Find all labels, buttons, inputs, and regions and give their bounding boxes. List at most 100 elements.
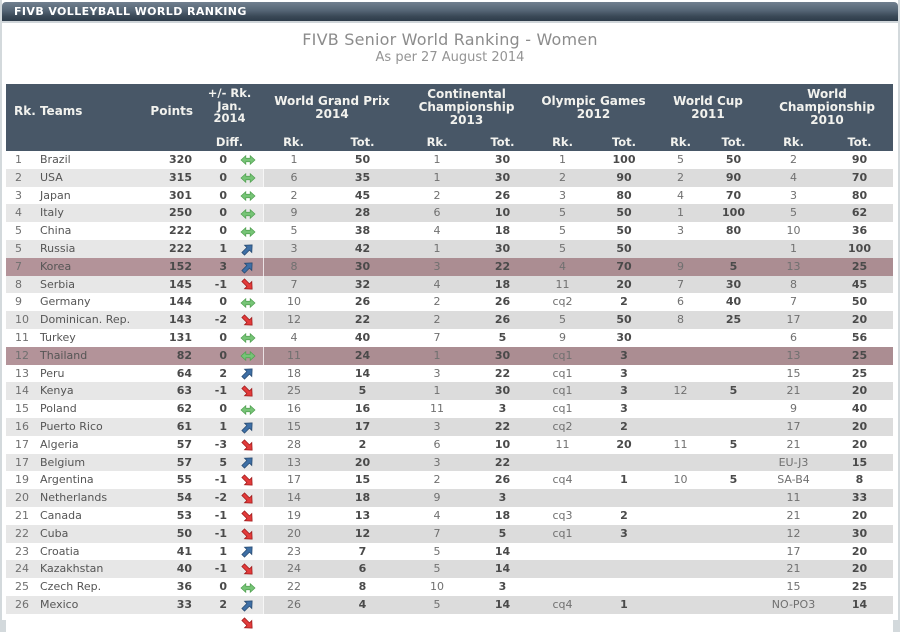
col-header-world-grand-prix: World Grand Prix 2014 <box>274 94 390 121</box>
cell-cc_rk: 7 <box>401 524 473 543</box>
cell-og_tot: 50 <box>593 222 655 240</box>
cell-rank: 23 <box>6 542 34 561</box>
cell-diff: -1 <box>196 382 232 401</box>
cell-wc_rk <box>655 453 706 472</box>
trend-down-icon <box>241 278 253 291</box>
trend-up-icon <box>241 244 253 256</box>
cell-wc_rk: 12 <box>655 382 706 401</box>
col-header-continental-championship: Continental Championship 2013 <box>418 87 515 127</box>
cell-team: Russia <box>34 239 145 258</box>
table-row: 24 Kazakhstan 40 -1 24 6 5 14 21 20 <box>6 560 893 579</box>
cell-wc_tot: 100 <box>706 204 761 223</box>
cell-cc_tot: 14 <box>473 595 532 614</box>
cell-cc_rk: 1 <box>401 239 473 258</box>
trend-same-icon <box>239 208 256 219</box>
cell-wch_rk: NO-PO3 <box>761 595 826 614</box>
cell-rank: 24 <box>6 560 34 579</box>
cell-cc_rk: 1 <box>401 168 473 187</box>
cell-points: 57 <box>145 453 196 472</box>
cell-wgp_rk: 7 <box>263 275 324 294</box>
cell-team: Brazil <box>34 151 145 169</box>
cell-wc_tot: 5 <box>706 257 761 276</box>
cell-team: Japan <box>34 186 145 205</box>
cell-wc_rk <box>655 239 706 258</box>
cell-team: Belgium <box>34 453 145 472</box>
cell-og_tot: 2 <box>593 293 655 312</box>
cell-team: Germany <box>34 293 145 312</box>
col-header-rk: Rk. <box>783 135 804 149</box>
col-header-tot: Tot. <box>611 135 637 149</box>
cell-og_rk <box>532 578 593 596</box>
table-row: 17 Algeria 57 -3 28 2 6 10 11 20 11 5 21 20 <box>6 435 893 454</box>
cell-wch_rk: 5 <box>761 204 826 223</box>
cell-cc_rk: 2 <box>401 471 473 490</box>
cell-wgp_rk: 9 <box>263 204 324 223</box>
cell-points: 250 <box>145 204 196 223</box>
cell-trend <box>232 257 263 276</box>
cell-wgp_rk: 25 <box>263 382 324 401</box>
cell-cc_tot: 26 <box>473 471 532 490</box>
cell-points: 145 <box>145 275 196 294</box>
cell-og_tot: 3 <box>593 346 655 365</box>
cell-cc_rk: 5 <box>401 560 473 579</box>
cell-wch_rk: 11 <box>761 489 826 507</box>
cell-wc_rk: 11 <box>655 435 706 454</box>
trend-down-icon <box>241 527 253 540</box>
cell-rank: 17 <box>6 435 34 454</box>
cell-team: Serbia <box>34 275 145 294</box>
cell-rank: 5 <box>6 222 34 240</box>
cell-wch_tot: 20 <box>826 435 893 454</box>
cell-wc_rk: 8 <box>655 311 706 329</box>
cell-wgp_tot: 13 <box>324 506 401 525</box>
cell-wch_tot: 50 <box>826 293 893 312</box>
cell-wch_rk: 1 <box>761 239 826 258</box>
cell-wgp_rk: 12 <box>263 311 324 329</box>
cell-wch_rk: 21 <box>761 560 826 579</box>
col-header-rk: Rk. <box>552 135 573 149</box>
cell-wch_rk: 15 <box>761 364 826 383</box>
cell-wc_rk: 3 <box>655 222 706 240</box>
cell-rank: 12 <box>6 346 34 365</box>
cell-rank: 5 <box>6 239 34 258</box>
cell-wgp_rk: 4 <box>263 328 324 347</box>
cell-wch_tot: 40 <box>826 400 893 418</box>
cell-wc_tot <box>706 578 761 596</box>
cell-cc_tot: 30 <box>473 382 532 401</box>
cell-cc_tot: 22 <box>473 453 532 472</box>
cell-diff: -2 <box>196 311 232 329</box>
cell-wgp_tot: 6 <box>324 560 401 579</box>
cell-points: 63 <box>145 382 196 401</box>
cell-wgp_tot: 50 <box>324 151 401 169</box>
cell-wgp_tot: 45 <box>324 186 401 205</box>
table-row: 1 Brazil 320 0 1 50 1 30 1 100 5 50 2 90 <box>6 151 893 169</box>
cell-points: 55 <box>145 471 196 490</box>
cell-wch_tot: 100 <box>826 239 893 258</box>
cell-wch_rk: 17 <box>761 311 826 329</box>
cell-points: 62 <box>145 400 196 418</box>
cell-og_rk: cq2 <box>532 417 593 436</box>
cell-wc_rk <box>655 400 706 418</box>
cell-trend <box>232 239 263 258</box>
table-row <box>6 613 893 632</box>
cell-wc_tot: 70 <box>706 186 761 205</box>
cell-wgp_tot: 35 <box>324 168 401 187</box>
cell-diff: -2 <box>196 489 232 507</box>
cell-wc_tot <box>706 506 761 525</box>
cell-trend <box>232 382 263 401</box>
trend-down-icon <box>241 510 253 522</box>
cell-trend <box>232 578 263 596</box>
cell-wgp_tot: 8 <box>324 578 401 596</box>
cell-og_rk: 1 <box>532 151 593 169</box>
cell-wch_tot: 36 <box>826 222 893 240</box>
cell-cc_tot: 22 <box>473 364 532 383</box>
cell-trend <box>232 168 263 187</box>
cell-wc_tot <box>706 417 761 436</box>
table-row: 3 Japan 301 0 2 45 2 26 3 80 4 70 3 80 <box>6 186 893 205</box>
cell-wch_tot: 62 <box>826 204 893 223</box>
cell-wgp_rk <box>263 613 324 632</box>
table-row: 22 Cuba 50 -1 20 12 7 5 cq1 3 12 30 <box>6 524 893 543</box>
cell-cc_rk: 3 <box>401 364 473 383</box>
cell-og_tot: 50 <box>593 204 655 223</box>
cell-trend <box>232 524 263 543</box>
